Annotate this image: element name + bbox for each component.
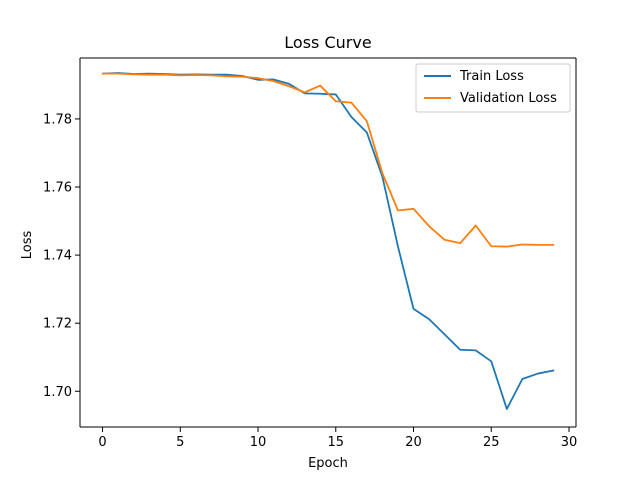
series-layer — [101, 72, 555, 410]
y-axis-ticks: 1.70 1.72 1.74 1.76 1.78 — [43, 112, 80, 400]
x-axis-label: Epoch — [308, 456, 348, 471]
y-tick-label: 1.70 — [43, 385, 72, 400]
x-tick-label: 10 — [250, 435, 267, 450]
x-tick-label: 25 — [483, 435, 500, 450]
y-tick-label: 1.74 — [43, 249, 72, 264]
validation-loss-line — [101, 72, 555, 248]
y-axis-label: Loss — [20, 231, 35, 260]
y-tick-label: 1.76 — [43, 181, 72, 196]
x-axis-ticks: 0 5 10 15 20 25 30 — [98, 427, 577, 450]
x-tick-label: 15 — [328, 435, 345, 450]
x-tick-label: 30 — [561, 435, 578, 450]
x-tick-label: 5 — [176, 435, 184, 450]
y-tick-label: 1.72 — [43, 317, 72, 332]
legend-label-validation-loss: Validation Loss — [460, 91, 557, 106]
legend-box — [415, 63, 571, 113]
legend-label-train-loss: Train Loss — [459, 69, 524, 84]
x-tick-label: 0 — [98, 435, 106, 450]
plot-area — [80, 58, 576, 427]
y-tick-label: 1.78 — [43, 112, 72, 127]
chart-title: Loss Curve — [284, 33, 371, 52]
x-tick-label: 20 — [405, 435, 422, 450]
legend: Train Loss Validation Loss — [415, 63, 571, 113]
